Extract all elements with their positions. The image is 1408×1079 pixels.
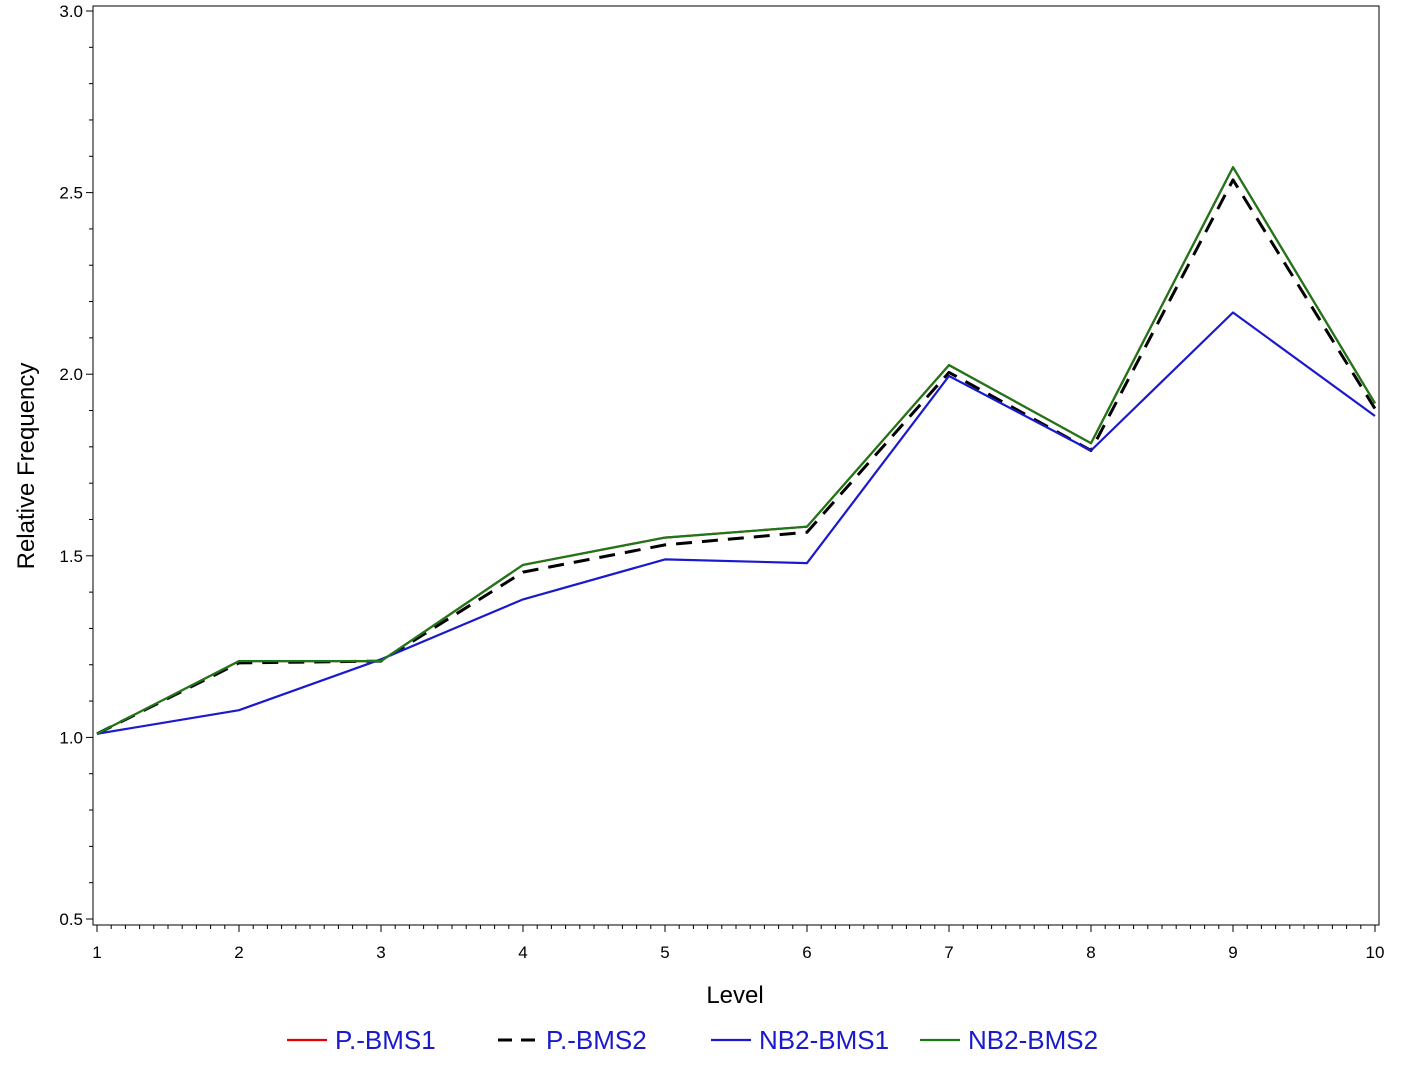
series-line-nb2-bms1 <box>96 311 1376 735</box>
x-tick-label: 5 <box>660 943 669 962</box>
y-tick-label: 0.5 <box>59 910 83 929</box>
legend-label: P.-BMS1 <box>335 1025 436 1055</box>
x-tick-label: 1 <box>92 943 101 962</box>
x-axis: 1 2 3 4 5 6 7 8 9 10 <box>92 925 1384 962</box>
x-tick-label: 7 <box>944 943 953 962</box>
legend-label: NB2-BMS1 <box>759 1025 889 1055</box>
y-tick-label: 3.0 <box>59 2 83 21</box>
series-lines <box>96 166 1377 736</box>
y-axis-title: Relative Frequency <box>13 363 40 570</box>
x-axis-title: Level <box>706 982 763 1009</box>
legend: P.-BMS1 P.-BMS2 NB2-BMS1 NB2-BMS2 <box>287 1025 1098 1055</box>
x-tick-label: 6 <box>802 943 811 962</box>
series-line-p-bms1 <box>96 166 1376 735</box>
series-line-nb2-bms2 <box>96 166 1376 735</box>
y-tick-label: 2.5 <box>59 184 83 203</box>
plot-frame <box>92 5 1380 926</box>
y-axis: 0.5 1.0 1.5 2.0 2.5 3.0 <box>59 2 93 929</box>
legend-label: P.-BMS2 <box>546 1025 647 1055</box>
x-tick-label: 9 <box>1228 943 1237 962</box>
y-tick-label: 1.5 <box>59 547 83 566</box>
series-line-p-bms2 <box>96 178 1377 736</box>
y-tick-label: 1.0 <box>59 728 83 747</box>
y-tick-label: 2.0 <box>59 365 83 384</box>
x-tick-label: 8 <box>1086 943 1095 962</box>
x-tick-label: 4 <box>518 943 527 962</box>
x-tick-label: 3 <box>376 943 385 962</box>
x-tick-label: 10 <box>1366 943 1385 962</box>
x-tick-label: 2 <box>234 943 243 962</box>
legend-label: NB2-BMS2 <box>968 1025 1098 1055</box>
